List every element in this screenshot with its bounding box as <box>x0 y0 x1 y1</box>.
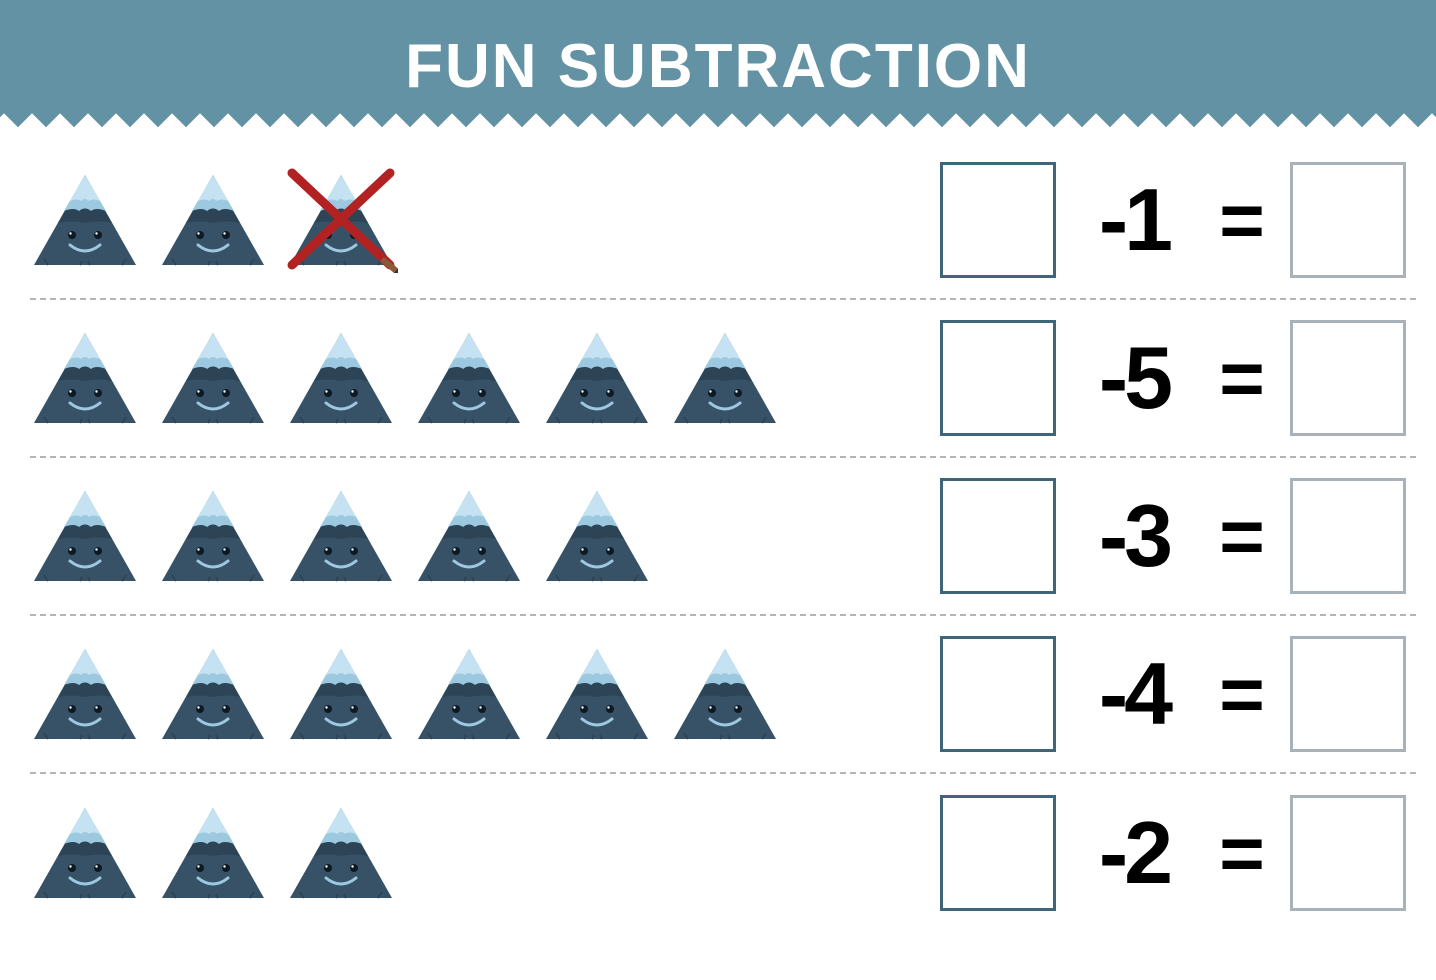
equation: -1= <box>940 162 1416 278</box>
item-group <box>30 329 940 427</box>
mountain-icon <box>158 171 268 269</box>
mountain-icon <box>30 645 140 743</box>
subtrahend-label: -4 <box>1074 643 1194 745</box>
mountain-icon <box>286 487 396 585</box>
mountain-icon <box>30 804 140 902</box>
mountain-icon <box>158 804 268 902</box>
mountain-icon <box>414 329 524 427</box>
worksheet-row: -4= <box>30 616 1416 774</box>
mountain-icon <box>414 487 524 585</box>
answer-input-box[interactable] <box>1290 636 1406 752</box>
mountain-icon <box>286 171 396 269</box>
worksheet-row: -5= <box>30 300 1416 458</box>
equals-sign: = <box>1212 808 1272 899</box>
item-group <box>30 487 940 585</box>
mountain-icon <box>158 645 268 743</box>
minuend-input-box[interactable] <box>940 162 1056 278</box>
subtrahend-label: -1 <box>1074 169 1194 271</box>
mountain-icon <box>158 329 268 427</box>
worksheet-row: -1= <box>30 142 1416 300</box>
equation: -4= <box>940 636 1416 752</box>
mountain-icon <box>158 487 268 585</box>
equals-sign: = <box>1212 649 1272 740</box>
equals-sign: = <box>1212 491 1272 582</box>
worksheet-row: -3= <box>30 458 1416 616</box>
zigzag-divider <box>0 111 1436 133</box>
mountain-icon <box>286 804 396 902</box>
minuend-input-box[interactable] <box>940 795 1056 911</box>
equation: -2= <box>940 795 1416 911</box>
minuend-input-box[interactable] <box>940 636 1056 752</box>
mountain-icon <box>30 171 140 269</box>
item-group <box>30 804 940 902</box>
page-header: FUN SUBTRACTION <box>0 0 1436 132</box>
subtrahend-label: -5 <box>1074 327 1194 429</box>
minuend-input-box[interactable] <box>940 478 1056 594</box>
mountain-icon <box>286 329 396 427</box>
mountain-icon <box>286 645 396 743</box>
mountain-icon <box>670 329 780 427</box>
item-group <box>30 171 940 269</box>
item-group <box>30 645 940 743</box>
worksheet-row: -2= <box>30 774 1416 932</box>
worksheet-content: -1=-5=-3=-4=-2= <box>0 132 1436 932</box>
mountain-icon <box>542 645 652 743</box>
minuend-input-box[interactable] <box>940 320 1056 436</box>
page-title: FUN SUBTRACTION <box>405 31 1031 102</box>
mountain-icon <box>414 645 524 743</box>
answer-input-box[interactable] <box>1290 320 1406 436</box>
equals-sign: = <box>1212 333 1272 424</box>
mountain-icon <box>30 487 140 585</box>
mountain-icon <box>30 329 140 427</box>
equation: -3= <box>940 478 1416 594</box>
mountain-icon <box>542 487 652 585</box>
equation: -5= <box>940 320 1416 436</box>
answer-input-box[interactable] <box>1290 795 1406 911</box>
equals-sign: = <box>1212 175 1272 266</box>
mountain-icon <box>670 645 780 743</box>
subtrahend-label: -2 <box>1074 802 1194 904</box>
subtrahend-label: -3 <box>1074 485 1194 587</box>
answer-input-box[interactable] <box>1290 478 1406 594</box>
answer-input-box[interactable] <box>1290 162 1406 278</box>
mountain-icon <box>542 329 652 427</box>
